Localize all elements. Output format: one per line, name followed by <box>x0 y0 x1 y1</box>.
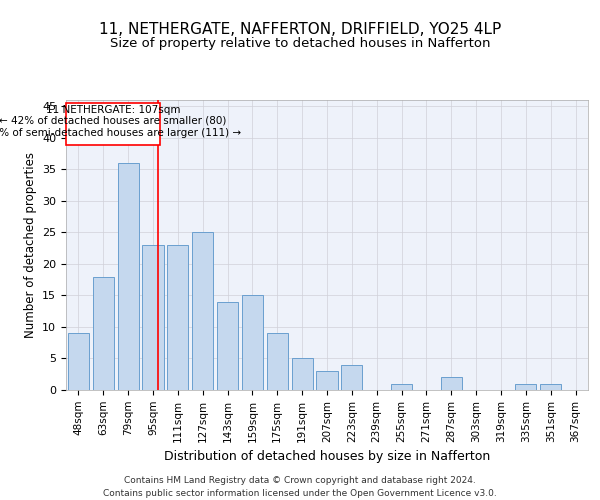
Bar <box>341 365 362 390</box>
Text: 58% of semi-detached houses are larger (111) →: 58% of semi-detached houses are larger (… <box>0 128 241 138</box>
FancyBboxPatch shape <box>66 103 160 146</box>
Bar <box>441 378 462 390</box>
Y-axis label: Number of detached properties: Number of detached properties <box>23 152 37 338</box>
Bar <box>391 384 412 390</box>
Bar <box>515 384 536 390</box>
Bar <box>93 276 114 390</box>
Bar <box>68 334 89 390</box>
Text: Size of property relative to detached houses in Nafferton: Size of property relative to detached ho… <box>110 38 490 51</box>
Bar <box>267 334 288 390</box>
X-axis label: Distribution of detached houses by size in Nafferton: Distribution of detached houses by size … <box>164 450 490 463</box>
Bar <box>118 163 139 390</box>
Bar <box>540 384 561 390</box>
Text: ← 42% of detached houses are smaller (80): ← 42% of detached houses are smaller (80… <box>0 116 227 126</box>
Text: Contains HM Land Registry data © Crown copyright and database right 2024.
Contai: Contains HM Land Registry data © Crown c… <box>103 476 497 498</box>
Bar <box>316 371 338 390</box>
Bar <box>217 302 238 390</box>
Bar <box>292 358 313 390</box>
Text: 11, NETHERGATE, NAFFERTON, DRIFFIELD, YO25 4LP: 11, NETHERGATE, NAFFERTON, DRIFFIELD, YO… <box>99 22 501 38</box>
Bar <box>167 245 188 390</box>
Bar <box>242 296 263 390</box>
Bar <box>142 245 164 390</box>
Bar <box>192 232 213 390</box>
Text: 11 NETHERGATE: 107sqm: 11 NETHERGATE: 107sqm <box>46 105 181 115</box>
